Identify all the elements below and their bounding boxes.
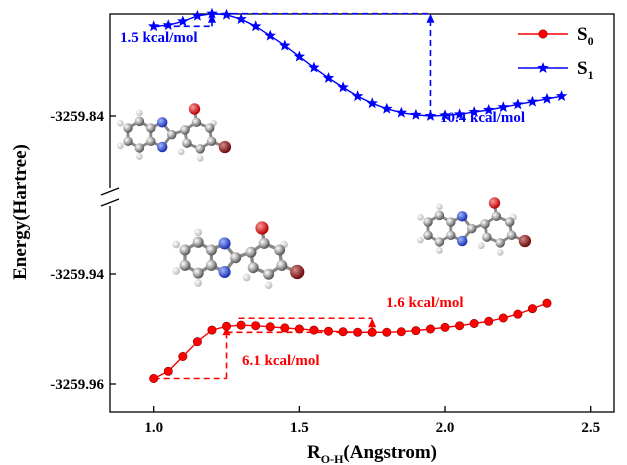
series-line xyxy=(153,302,548,380)
data-point xyxy=(236,320,246,330)
data-point xyxy=(308,61,320,73)
data-point xyxy=(337,81,349,93)
energy-annotation-label: 1.6 kcal/mol xyxy=(386,295,464,311)
data-point xyxy=(353,327,363,337)
legend-marker xyxy=(537,62,549,73)
data-point xyxy=(351,90,364,102)
series-S0 xyxy=(149,298,552,383)
data-point xyxy=(293,50,306,62)
data-point xyxy=(323,326,333,336)
data-point xyxy=(251,321,261,331)
data-point xyxy=(410,108,422,120)
data-point xyxy=(424,110,437,121)
data-point xyxy=(207,325,217,335)
data-point xyxy=(541,92,553,104)
data-point xyxy=(382,327,392,337)
energy-annotation-label: 6.1 kcal/mol xyxy=(242,353,320,369)
data-point xyxy=(149,373,159,383)
data-point xyxy=(396,327,406,337)
data-point xyxy=(250,20,262,32)
data-point xyxy=(484,316,494,326)
molecule-s1-frank-condon xyxy=(115,101,233,164)
data-point xyxy=(411,326,421,336)
y-axis-label: Energy(Hartree) xyxy=(10,144,31,280)
y-tick-label: -3259.84 xyxy=(50,109,104,125)
molecule-s0 xyxy=(170,219,307,291)
plot-frame xyxy=(109,13,615,413)
data-point xyxy=(469,318,479,328)
data-point xyxy=(294,324,304,334)
data-point xyxy=(527,304,537,314)
data-point xyxy=(264,29,276,41)
legend-label: S1 xyxy=(577,58,594,82)
molecule-structures xyxy=(115,101,533,291)
data-point xyxy=(191,9,204,21)
legend-marker xyxy=(538,29,548,39)
legend-label: S0 xyxy=(577,24,594,48)
y-tick-label: -3259.94 xyxy=(50,267,104,283)
data-point xyxy=(279,39,291,51)
energy-annotation-label: 10.4 kcal/mol xyxy=(440,110,525,126)
molecule-s1-proton-transfer xyxy=(415,195,533,258)
energy-annotation-label: 1.5 kcal/mol xyxy=(120,30,198,46)
data-point xyxy=(220,8,233,20)
data-point xyxy=(381,102,393,114)
data-point xyxy=(222,321,232,331)
data-point xyxy=(468,106,480,117)
data-point xyxy=(265,322,275,332)
annotation-arrowhead xyxy=(426,13,435,23)
y-tick-label: -3259.96 xyxy=(50,377,104,393)
data-point xyxy=(425,324,435,334)
data-point xyxy=(309,325,319,335)
data-point xyxy=(322,72,335,83)
data-point xyxy=(235,13,247,25)
data-point xyxy=(178,351,188,361)
data-point xyxy=(395,106,407,118)
data-point xyxy=(177,15,189,27)
data-point xyxy=(513,309,523,319)
x-axis-label: RO-H(Angstrom) xyxy=(307,442,437,465)
data-point xyxy=(162,19,174,31)
data-point xyxy=(497,101,509,113)
data-point xyxy=(542,298,552,308)
annotation-arrowhead xyxy=(368,318,377,328)
x-tick-label: 2.5 xyxy=(581,420,600,436)
data-point xyxy=(526,95,539,107)
annotation-arrowhead xyxy=(207,13,216,23)
data-point xyxy=(148,20,160,32)
data-point xyxy=(483,104,495,115)
series-S1 xyxy=(148,7,568,121)
data-point xyxy=(498,313,508,323)
data-point xyxy=(280,323,290,333)
data-point xyxy=(512,98,524,110)
x-tick-label: 1.5 xyxy=(290,420,309,436)
data-point xyxy=(163,366,173,376)
x-tick-label: 1.0 xyxy=(144,420,163,436)
series-line xyxy=(153,12,562,117)
data-point xyxy=(453,108,466,120)
data-point xyxy=(440,322,450,332)
data-point xyxy=(366,97,378,109)
data-point xyxy=(555,90,568,102)
data-point xyxy=(338,327,348,337)
data-point xyxy=(439,109,451,121)
axis-break-mark xyxy=(100,187,120,207)
x-tick-label: 2.0 xyxy=(436,420,455,436)
data-point xyxy=(192,337,202,347)
data-point xyxy=(206,7,218,19)
data-point xyxy=(455,321,465,331)
data-point xyxy=(367,327,377,337)
